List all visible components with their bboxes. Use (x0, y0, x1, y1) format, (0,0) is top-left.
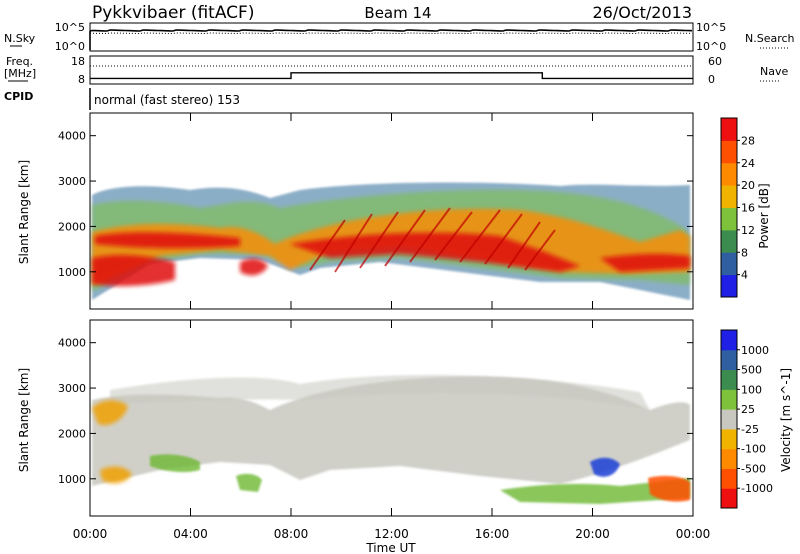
noise-right-label: N.Search (745, 32, 795, 45)
velocity-colorbar-tick: 100 (741, 383, 762, 396)
nave-ytick-top: 60 (708, 55, 722, 68)
velocity-xtick-label: 08:00 (274, 527, 309, 541)
velocity-ytick-label: 1000 (58, 473, 86, 486)
velocity-ylabel: Slant Range [km] (17, 368, 31, 472)
noise-search-line (89, 32, 693, 34)
velocity-colorbar-tick: 1000 (741, 344, 769, 357)
velocity-xtick-label: 16:00 (475, 527, 510, 541)
power-colorbar-label: Power [dB] (757, 183, 771, 248)
velocity-ytick-label: 2000 (58, 427, 86, 440)
power-ytick-label: 1000 (58, 266, 86, 279)
velocity-xtick-label: 00:00 (73, 527, 108, 541)
velocity-panel: 1000 2000 3000 4000 00:00 04:00 08:00 12:00 16:… (17, 319, 793, 554)
velocity-red-patch (648, 475, 690, 502)
noise-panel: 10^5 10^0 10^5 10^0 N.Sky N.Search (4, 21, 795, 53)
power-red-core (92, 232, 690, 287)
velocity-y-axis: 1000 2000 3000 4000 (58, 337, 693, 486)
power-colorbar-segment (721, 229, 737, 253)
power-ylabel: Slant Range [km] (17, 160, 31, 264)
power-heatmap (92, 182, 690, 300)
power-colorbar-tick: 16 (741, 202, 755, 215)
power-colorbar-segment (721, 185, 737, 208)
velocity-colorbar-tick: -100 (741, 443, 766, 456)
nave-right-label: Nave (760, 65, 788, 78)
velocity-ytick-label: 3000 (58, 382, 86, 395)
frequency-line (90, 72, 693, 80)
power-colorbar-segment (721, 274, 737, 298)
velocity-xtick-label: 20:00 (575, 527, 610, 541)
velocity-colorbar-segment (721, 488, 737, 509)
velocity-scatter-top (110, 374, 650, 410)
velocity-colorbar-segment (721, 448, 737, 469)
power-colorbar-segment (721, 118, 737, 141)
velocity-colorbar-segment (721, 369, 737, 390)
power-ytick-label: 4000 (58, 130, 86, 143)
velocity-colorbar-label: Velocity [m s^-1] (779, 368, 793, 472)
velocity-colorbar-segment (721, 349, 737, 371)
velocity-xtick-label: 12:00 (374, 527, 409, 541)
noise-ytick-bottom: 10^0 (55, 40, 85, 53)
velocity-colorbar-tick: 25 (741, 403, 755, 416)
ground-scatter-region (92, 376, 690, 486)
velocity-colorbar-tick: -25 (741, 423, 759, 436)
freq-ytick-bottom: 8 (78, 73, 85, 86)
power-colorbar-tick: 20 (741, 179, 755, 192)
velocity-colorbar-segment (721, 409, 737, 430)
noise-ytick-top: 10^5 (55, 21, 85, 34)
power-colorbar-segment (721, 207, 737, 231)
velocity-orange-blob (92, 400, 132, 484)
nave-ytick-bottom: 0 (708, 73, 715, 86)
noise-right-ytick-top: 10^5 (696, 21, 726, 34)
velocity-colorbar-tick: 500 (741, 364, 762, 377)
velocity-blue-patch (590, 457, 620, 477)
noise-left-label: N.Sky (4, 32, 36, 45)
velocity-colorbar: 1000 500 100 25 -25 -100 -500 -1000 (720, 329, 773, 509)
velocity-xtick-label: 00:00 (676, 527, 711, 541)
station-title: Pykkvibaer (fitACF) (92, 3, 254, 23)
power-colorbar-tick: 4 (741, 269, 748, 282)
beam-label: Beam 14 (364, 4, 431, 22)
freq-left-label-1: Freq. (6, 55, 33, 68)
noise-sky-line (89, 29, 693, 50)
velocity-colorbar-segment (721, 468, 737, 489)
velocity-green-patches (150, 454, 690, 504)
power-y-axis: 1000 2000 3000 4000 (58, 130, 693, 279)
cpid-value: normal (fast stereo) 153 (94, 93, 240, 107)
power-colorbar: 4 8 12 16 20 24 28 (720, 117, 755, 298)
power-dark-red-streaks (309, 207, 556, 273)
noise-right-ytick-bottom: 10^0 (696, 40, 726, 53)
velocity-xtick-label: 04:00 (173, 527, 208, 541)
cpid-strip: CPID normal (fast stereo) 153 (4, 88, 240, 110)
power-colorbar-tick: 24 (741, 157, 755, 170)
velocity-heatmap (92, 374, 690, 504)
velocity-xlabel: Time UT (365, 541, 416, 554)
freq-nave-panel: 18 8 60 0 Freq. [MHz] Nave (4, 55, 788, 86)
power-colorbar-segment (721, 162, 737, 186)
velocity-colorbar-tick: -1000 (741, 482, 773, 495)
velocity-colorbar-segment (721, 330, 737, 351)
freq-left-label-2: [MHz] (4, 67, 36, 80)
date-label: 26/Oct/2013 (592, 3, 692, 22)
velocity-colorbar-segment (721, 428, 737, 450)
power-colorbar-tick: 12 (741, 224, 755, 237)
power-colorbar-tick: 28 (741, 134, 755, 147)
cpid-label: CPID (4, 90, 33, 103)
freq-ytick-top: 18 (71, 55, 85, 68)
power-ytick-label: 2000 (58, 220, 86, 233)
power-colorbar-segment (721, 252, 737, 276)
velocity-colorbar-segment (721, 389, 737, 410)
power-colorbar-segment (721, 140, 737, 164)
velocity-x-axis: 00:00 04:00 08:00 12:00 16:00 20:00 00:00 (73, 320, 711, 541)
power-x-ticks (89, 113, 694, 309)
power-ytick-label: 3000 (58, 175, 86, 188)
velocity-ytick-label: 4000 (58, 337, 86, 350)
power-panel: 1000 2000 3000 4000 Slant Range [km] 4 8 12 16… (17, 112, 771, 310)
power-colorbar-tick: 8 (741, 246, 748, 259)
velocity-colorbar-tick: -500 (741, 462, 766, 475)
